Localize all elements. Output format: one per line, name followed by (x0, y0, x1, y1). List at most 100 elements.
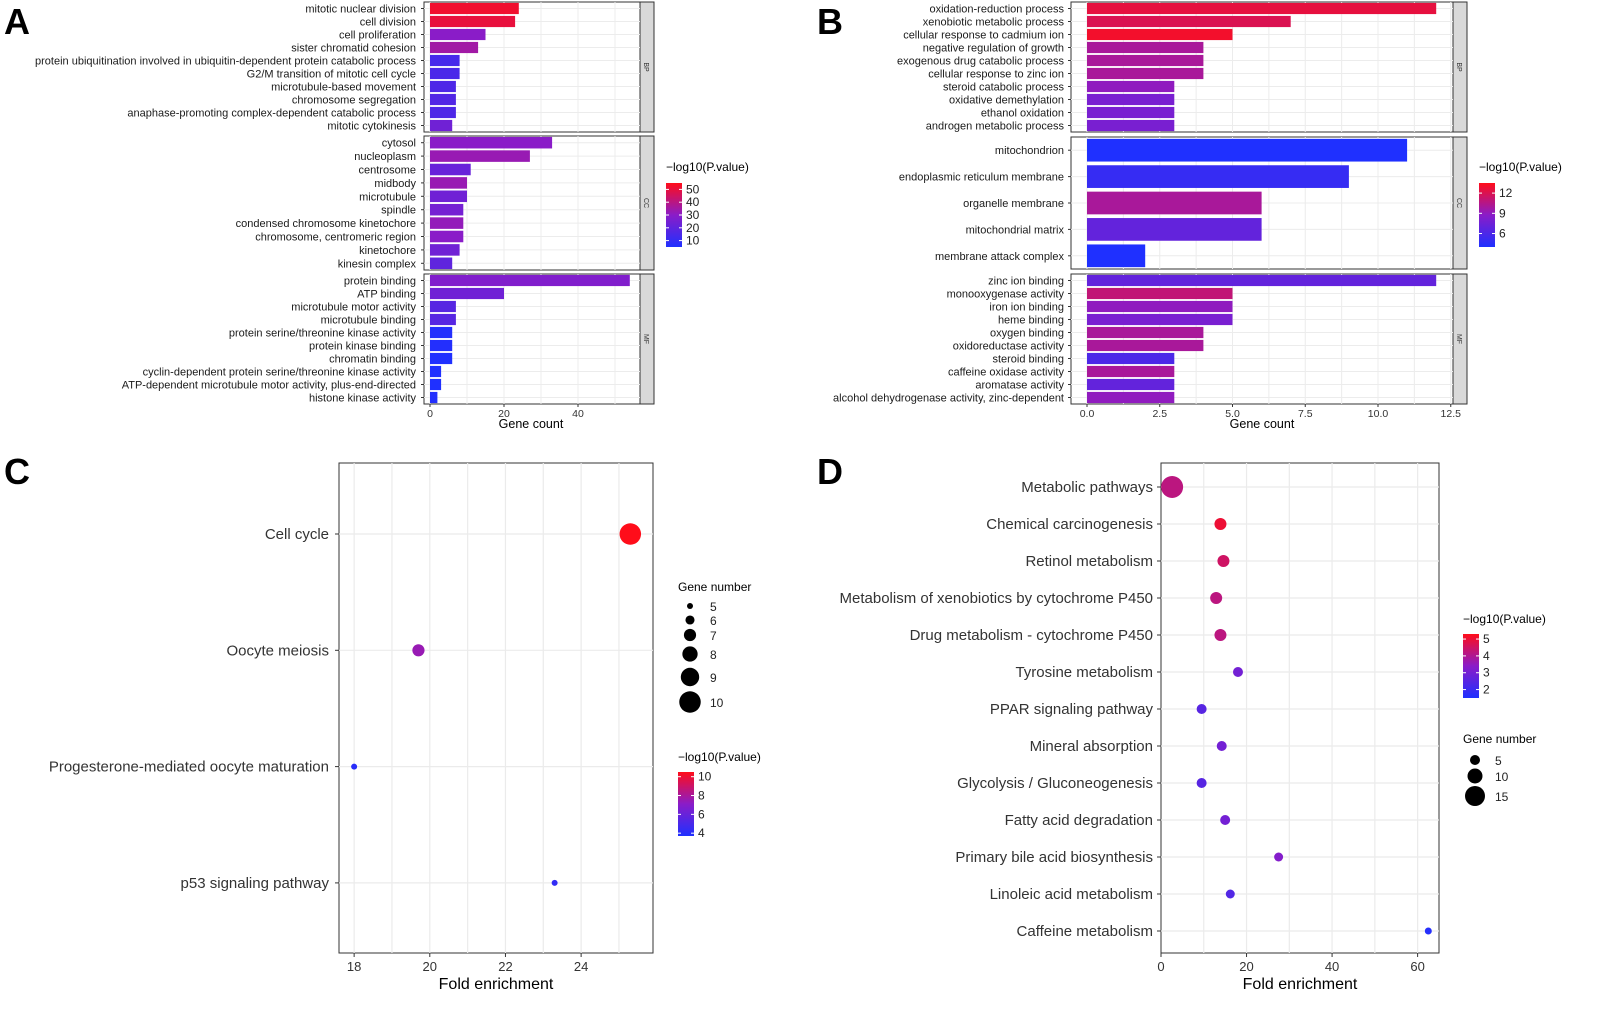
a-x-tick-label: 0 (427, 408, 433, 420)
b-bar (1087, 15, 1291, 28)
d-point (1220, 815, 1231, 825)
b-category-label: endoplasmic reticulum membrane (899, 172, 1064, 184)
b-bar (1087, 165, 1349, 188)
b-bar (1087, 352, 1175, 365)
a-bar (430, 274, 630, 287)
d-point (1424, 927, 1432, 935)
b-bar (1087, 191, 1262, 215)
a-category-label: G2/M transition of mitotic cell cycle (247, 69, 416, 81)
a-category-label: cyclin-dependent protein serine/threonin… (143, 367, 417, 379)
d-legend-tick-label: 4 (1483, 649, 1490, 663)
a-bar (430, 41, 479, 54)
d-category-label: Metabolic pathways (1021, 479, 1153, 496)
a-category-label: microtubule (359, 191, 416, 203)
c-x-tick-label: 24 (574, 959, 588, 974)
b-bar (1087, 326, 1204, 339)
panel-b-strip-bp (1452, 1, 1468, 133)
c-size-legend-dot (679, 691, 701, 713)
panel-b-x-axis-title: Gene count (1230, 417, 1295, 431)
d-category-label: Mineral absorption (1030, 738, 1153, 755)
panel-b-legend-colorbar (1479, 183, 1495, 247)
a-bar (430, 119, 453, 132)
b-category-label: androgen metabolic process (926, 121, 1065, 133)
b-bar (1087, 106, 1175, 119)
panel-c: C Cell cycle Oocyte meiosis Progesterone-m… (4, 451, 761, 993)
d-category-label: Linoleic acid metabolism (990, 886, 1153, 903)
a-bar (430, 217, 464, 229)
d-legend-tick-label: 2 (1483, 683, 1490, 697)
panel-b-x-ticks: 0.0 2.5 5.0 7.5 10.0 12.5 (1080, 404, 1461, 420)
a-bar (430, 150, 530, 162)
b-bar (1087, 274, 1437, 287)
panel-d: D Metabolic pathways Chemical carcinogene… (817, 451, 1546, 993)
c-size-legend-label: 10 (710, 696, 724, 710)
a-category-label: nucleoplasm (354, 151, 416, 163)
a-category-label: sister chromatid cohesion (291, 43, 416, 55)
c-legend-tick-label: 8 (698, 789, 705, 803)
c-size-legend-label: 6 (710, 614, 717, 628)
a-bar (430, 190, 467, 203)
a-bar (430, 67, 460, 80)
a-bar (430, 230, 464, 243)
panel-a-x-ticks: 0 20 40 (427, 404, 584, 420)
a-legend-tick-label: 30 (686, 208, 700, 222)
panel-b: B oxidation-reduction processxenobiotic … (817, 1, 1562, 431)
c-x-tick-label: 20 (423, 959, 437, 974)
d-point (1225, 889, 1235, 899)
a-bar (430, 244, 460, 256)
panel-d-color-legend-ticks: 5 4 3 2 (1463, 632, 1490, 697)
d-point (1161, 476, 1184, 498)
d-category-label: Retinol metabolism (1025, 553, 1153, 570)
panel-b-letter: B (817, 1, 843, 42)
c-category-label: Progesterone-mediated oocyte maturation (49, 759, 329, 776)
panel-a-legend-title: −log10(P.value) (666, 160, 749, 174)
a-bar (430, 365, 442, 378)
d-point (1196, 704, 1207, 714)
a-category-label: protein serine/threonine kinase activity (229, 328, 417, 340)
b-bar (1087, 339, 1204, 352)
c-x-tick-label: 22 (498, 959, 512, 974)
panel-a-x-axis-title: Gene count (499, 417, 564, 431)
b-category-label: steroid catabolic process (943, 82, 1065, 94)
a-bar (430, 313, 456, 326)
a-legend-tick-label: 10 (686, 234, 700, 248)
panel-b-strip-mf-label: MF (1455, 334, 1462, 344)
a-category-label: histone kinase activity (309, 393, 416, 405)
panel-b-legend-title: −log10(P.value) (1479, 160, 1562, 174)
d-x-tick-label: 20 (1239, 959, 1253, 974)
c-legend-tick-label: 10 (698, 770, 712, 784)
a-category-label: anaphase-promoting complex-dependent cat… (127, 108, 416, 120)
a-bar (430, 352, 453, 365)
c-size-legend-label: 7 (710, 629, 717, 643)
b-x-tick-label: 12.5 (1441, 408, 1462, 420)
panel-c-points (351, 523, 642, 886)
d-category-label: Drug metabolism - cytochrome P450 (910, 627, 1153, 644)
c-size-legend-dot (680, 667, 700, 687)
a-category-label: cytosol (382, 138, 416, 150)
a-category-label: microtubule motor activity (291, 302, 416, 314)
a-bar (430, 2, 519, 15)
b-category-label: heme binding (998, 315, 1064, 327)
b-category-label: monooxygenase activity (947, 289, 1065, 301)
b-bar (1087, 54, 1204, 67)
d-point (1217, 555, 1230, 567)
d-category-label: Glycolysis / Gluconeogenesis (957, 775, 1153, 792)
c-size-legend-dot (685, 615, 695, 625)
b-bar (1087, 119, 1175, 132)
b-category-label: cellular response to cadmium ion (903, 30, 1064, 42)
d-category-label: Metabolism of xenobiotics by cytochrome … (840, 590, 1153, 607)
panel-d-legend-colorbar (1463, 634, 1479, 698)
panel-c-plot-frame (338, 462, 654, 954)
a-bar (430, 136, 553, 149)
b-bar (1087, 28, 1233, 41)
panel-c-color-legend-ticks: 10 8 6 4 (678, 770, 712, 840)
d-point (1214, 518, 1227, 530)
d-size-legend-dot (1470, 755, 1480, 765)
d-point (1214, 629, 1227, 641)
panel-d-plot-frame (1160, 462, 1440, 954)
panel-a-strip-cc-label: CC (642, 198, 649, 208)
b-bar (1087, 138, 1408, 162)
d-legend-tick-label: 5 (1483, 632, 1490, 646)
c-point (551, 879, 558, 886)
